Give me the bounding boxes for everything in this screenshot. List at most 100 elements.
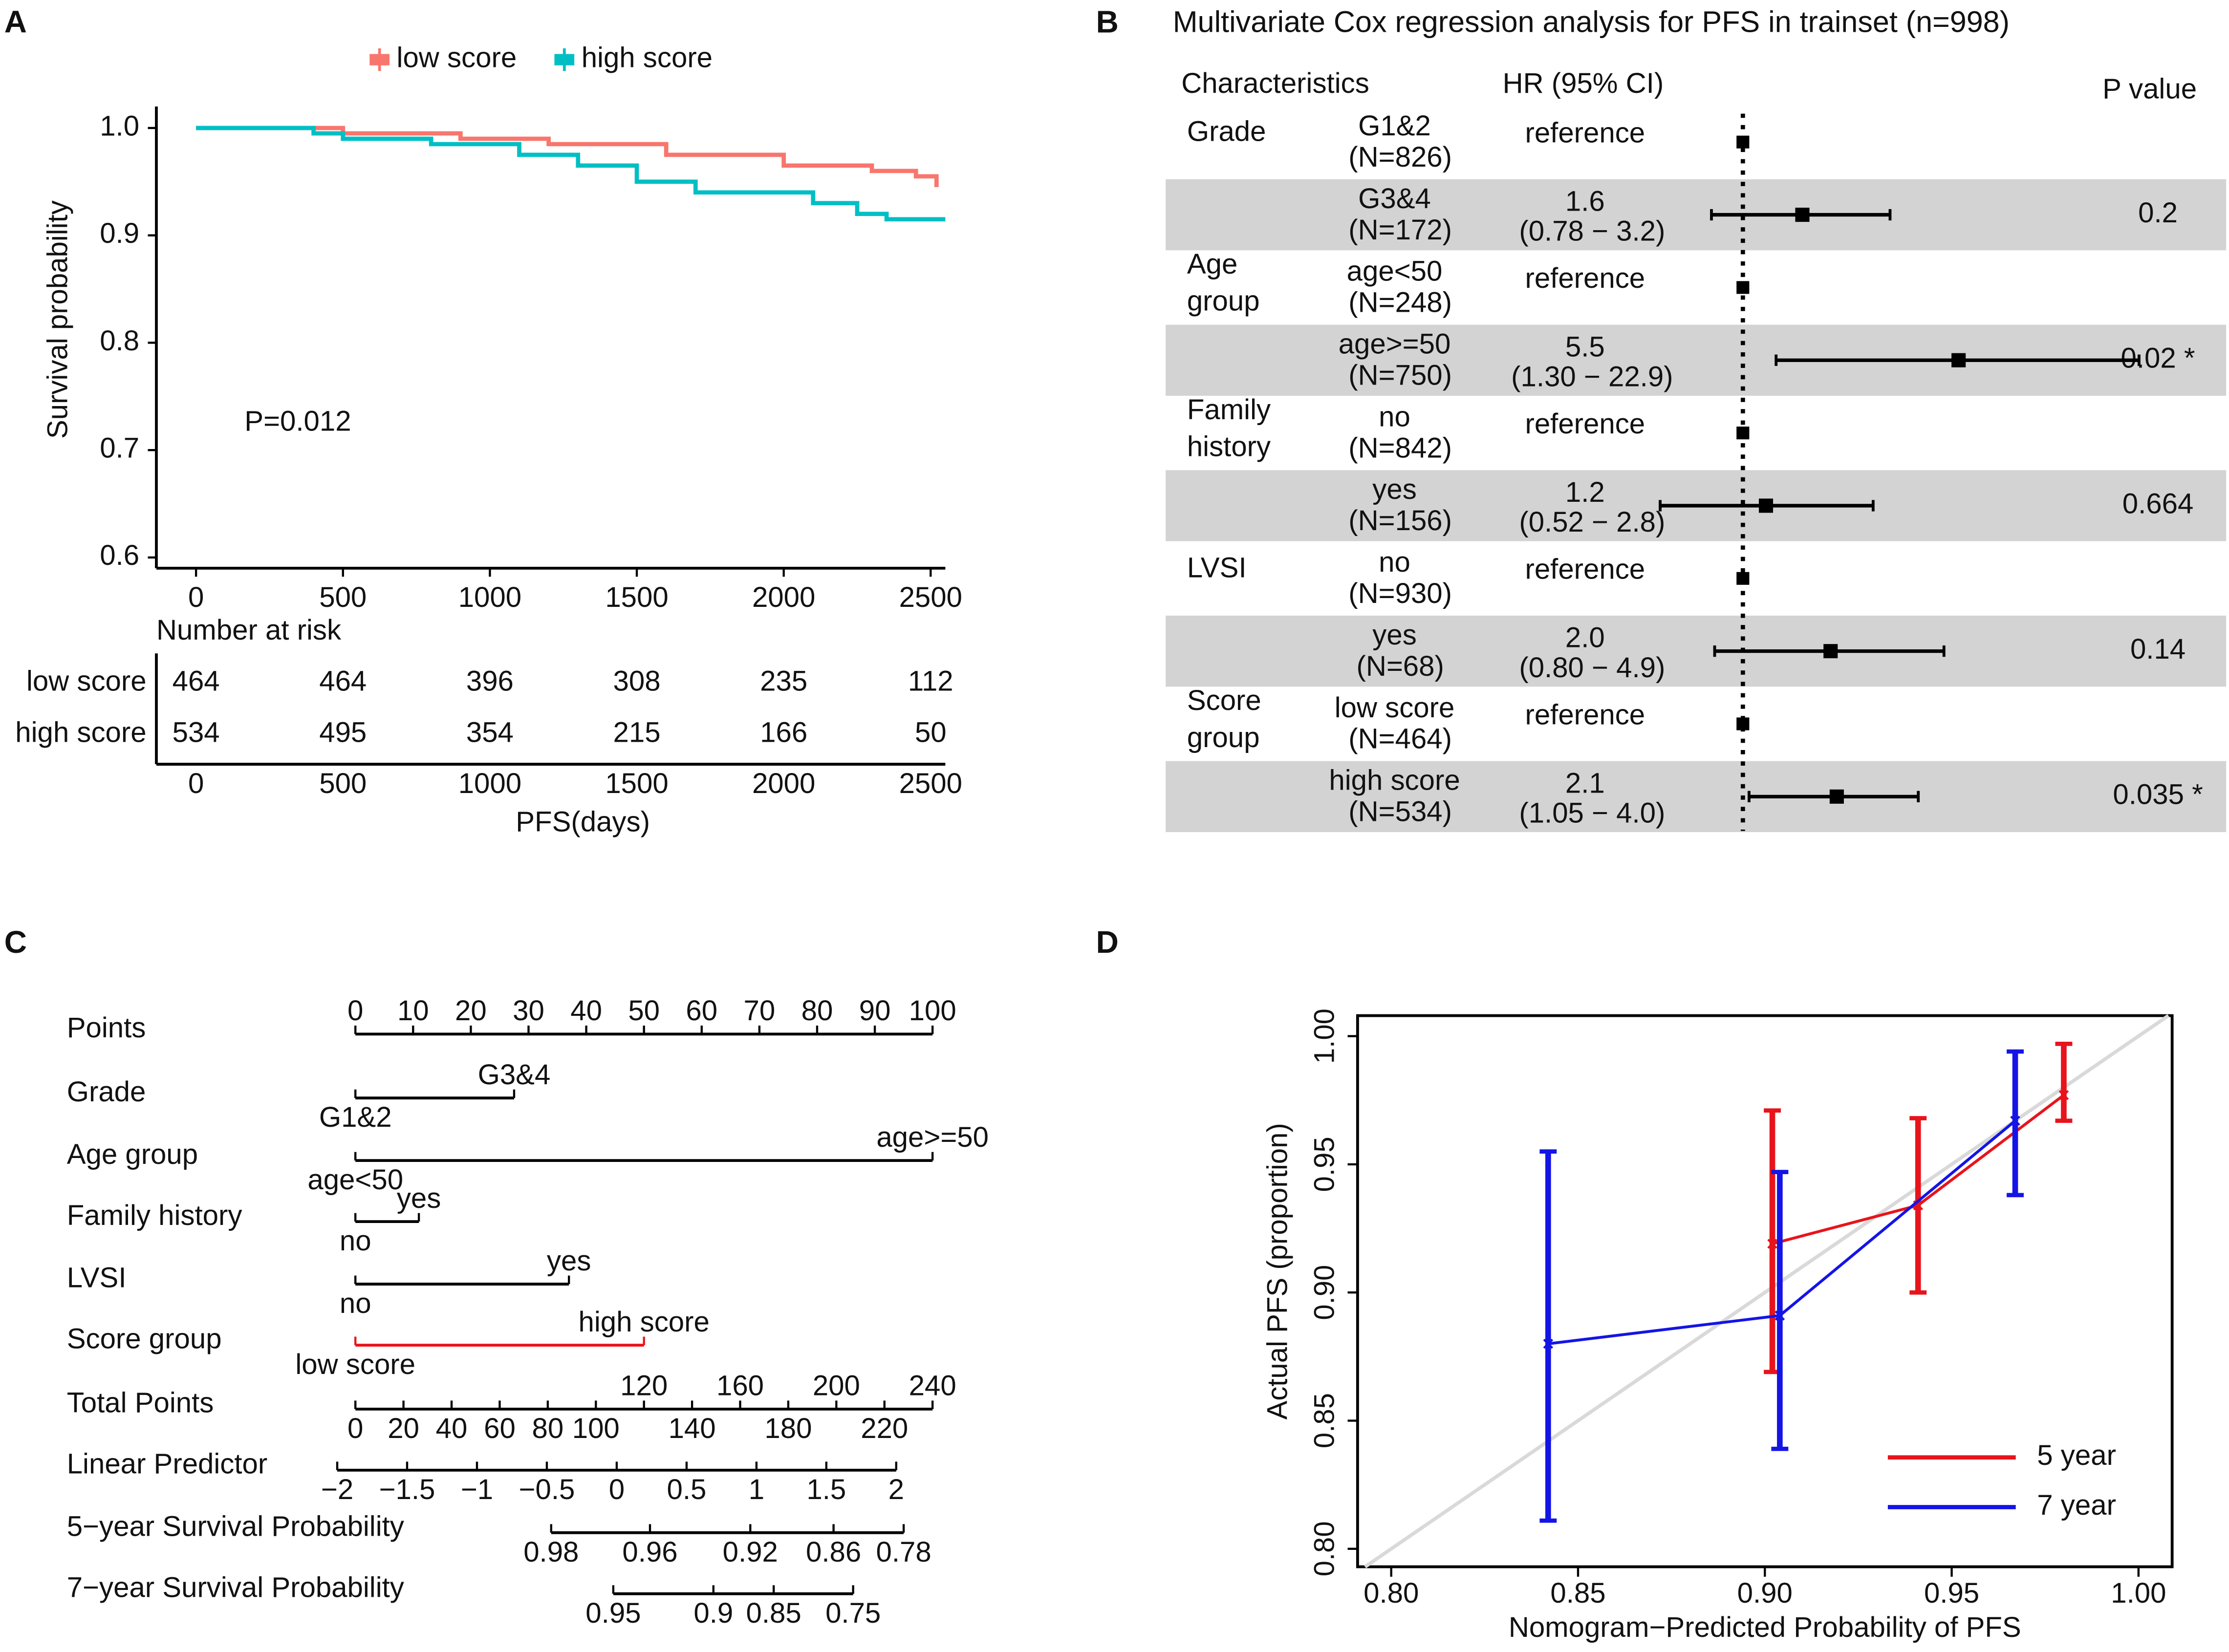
y-axis-label: Actual PFS (proportion) [1261,1123,1293,1419]
x-tick-label: 0.80 [1363,1577,1419,1609]
scale-label: 0.98 [523,1536,579,1568]
row-band [1166,179,2227,251]
scale-label: 0.75 [825,1597,881,1629]
scale-label: 220 [861,1413,908,1444]
row-label: Total Points [67,1387,214,1419]
risk-x-tick-label: 1500 [605,768,668,799]
x-tick-label: 500 [319,581,367,613]
row-label: Grade [67,1076,146,1108]
column-header: HR (95% CI) [1503,67,1664,99]
scale-label: 30 [513,995,544,1027]
row-label: 7−year Survival Probability [67,1571,404,1603]
y-tick-label: 0.9 [100,217,139,249]
p-value: 0.035 * [2113,779,2203,811]
point-marker [2058,1090,2069,1100]
hr-point [1829,789,1844,804]
hr-label: 2.0 [1565,622,1605,654]
legend-label: 7 year [2037,1489,2116,1521]
reference-label: reference [1525,262,1645,294]
scale-label: 180 [764,1413,812,1444]
group-label: group [1187,722,1260,753]
x-tick-label: 2000 [752,581,815,613]
level-label: low score [1335,692,1455,724]
row-label: Family history [67,1200,242,1231]
ci-label: (1.30 − 22.9) [1511,361,1673,392]
column-header: Characteristics [1181,67,1369,99]
scale-label: 0 [347,995,363,1027]
hr-label: 2.1 [1565,767,1605,799]
scale-label: 90 [859,995,891,1027]
scale-label: age<50 [307,1164,403,1196]
scale-label: 240 [909,1370,956,1402]
n-label: (N=930) [1348,578,1452,609]
reference-label: reference [1525,699,1645,730]
scale-label: 20 [455,995,487,1027]
scale-label: 0.95 [585,1597,641,1629]
reference-point [1736,281,1750,294]
scale-label: high score [579,1306,710,1338]
scale-label: −1.5 [379,1474,435,1505]
x-tick-label: 1.00 [2111,1577,2166,1609]
row-label: Linear Predictor [67,1448,268,1480]
risk-x-tick-label: 2000 [752,768,815,799]
scale-label: no [340,1287,371,1319]
forest-title: Multivariate Cox regression analysis for… [1173,5,2010,39]
scale-label: 40 [570,995,602,1027]
scale-label: 200 [813,1370,860,1402]
scale-label: 20 [388,1413,419,1444]
risk-value: 354 [466,716,514,748]
scale-label: 0.9 [693,1597,733,1629]
row-label: Points [67,1012,146,1044]
level-label: high score [1329,765,1460,796]
hr-point [1823,644,1838,659]
x-tick-label: 2500 [899,581,962,613]
n-label: (N=248) [1348,287,1452,319]
reference-point [1736,135,1750,149]
risk-value: 112 [908,665,953,697]
row-label: LVSI [67,1262,127,1294]
hr-label: 1.2 [1565,476,1605,508]
y-tick-label: 0.8 [100,325,139,357]
y-tick-label: 0.85 [1308,1393,1340,1448]
survival-curve [196,126,946,222]
scale-label: 1 [749,1474,764,1505]
n-label: (N=750) [1348,360,1452,391]
scale-label: 0.85 [746,1597,801,1629]
risk-value: 235 [760,665,807,697]
scale-label: 60 [686,995,717,1027]
x-tick-label: 0 [188,581,204,613]
x-tick-label: 0.95 [1924,1577,1979,1609]
scale-label: 140 [669,1413,716,1444]
group-label: group [1187,285,1260,317]
scale-label: G3&4 [478,1059,551,1091]
reference-point [1736,717,1750,730]
row-band [1166,615,2227,687]
y-tick-label: 0.7 [100,432,139,464]
group-label: history [1187,430,1271,462]
scale-label: 80 [801,995,833,1027]
scale-label: yes [547,1245,591,1277]
scale-label: 70 [744,995,776,1027]
scale-label: 1.5 [806,1474,846,1505]
scale-label: 50 [628,995,660,1027]
level-label: G3&4 [1358,183,1431,215]
x-tick-label: 0.85 [1550,1577,1605,1609]
x-tick-label: 1000 [458,581,521,613]
hr-point [1795,208,1810,222]
group-label: Family [1187,394,1271,426]
n-label: (N=534) [1348,796,1452,828]
level-label: yes [1372,619,1417,651]
level-label: no [1379,546,1410,578]
n-label: (N=68) [1356,650,1444,682]
reference-label: reference [1525,408,1645,440]
y-tick-label: 0.95 [1308,1137,1340,1192]
hr-label: 5.5 [1565,331,1605,363]
scale-label: 10 [397,995,429,1027]
row-label: Age group [67,1138,198,1170]
risk-value: 166 [760,716,807,748]
ci-label: (1.05 − 4.0) [1519,797,1665,829]
level-label: G1&2 [1358,110,1431,142]
reference-point [1736,427,1750,440]
hr-point [1758,498,1774,513]
